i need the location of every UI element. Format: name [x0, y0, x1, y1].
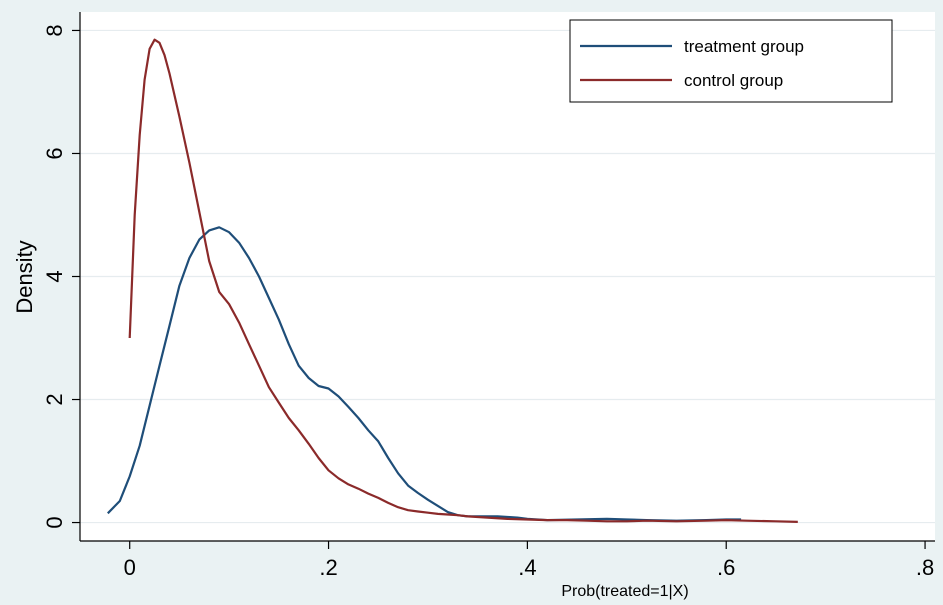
- legend-box: [569, 19, 893, 103]
- y-tick-label: 6: [42, 147, 67, 159]
- x-tick-label: .6: [717, 555, 735, 580]
- y-tick-label: 4: [42, 270, 67, 282]
- y-tick-label: 8: [42, 24, 67, 36]
- y-axis-title: Density: [12, 240, 37, 313]
- x-axis-ticks: 0 .2 .4 .6 .8: [124, 541, 934, 580]
- x-axis-title: Prob(treated=1|X): [561, 583, 688, 600]
- legend-label: control group: [684, 71, 783, 90]
- x-tick-label: .4: [518, 555, 536, 580]
- series-lines: [107, 38, 798, 523]
- legend: treatment group control group: [569, 19, 893, 103]
- x-tick-label: .2: [319, 555, 337, 580]
- legend-label: treatment group: [684, 37, 804, 56]
- y-tick-label: 2: [42, 393, 67, 405]
- y-tick-label: 0: [42, 516, 67, 528]
- x-tick-label: .8: [916, 555, 934, 580]
- y-axis-ticks: 0 2 4 6 8: [42, 24, 80, 529]
- series-line-control: [128, 38, 798, 523]
- x-tick-label: 0: [124, 555, 136, 580]
